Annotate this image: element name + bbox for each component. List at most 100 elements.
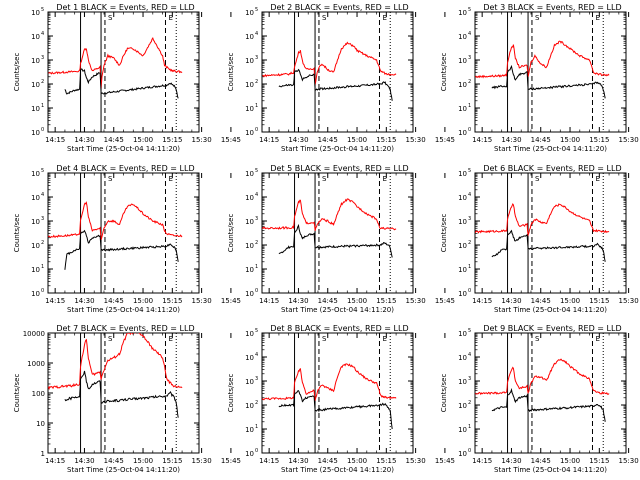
y-tick-label: 10000 bbox=[23, 330, 45, 338]
x-tick-label: 14:30 bbox=[74, 457, 94, 465]
y-axis-label: Counts/sec bbox=[13, 214, 21, 253]
x-tick-label: 15:15 bbox=[376, 136, 396, 144]
x-tick-label: 15:30 bbox=[406, 136, 426, 144]
y-tick-label: 10 bbox=[458, 450, 467, 458]
x-tick-label: 15:15 bbox=[376, 457, 396, 465]
x-tick-label: 14:30 bbox=[74, 297, 94, 305]
y-tick-exponent: 0 bbox=[468, 288, 471, 294]
y-tick-label: 10 bbox=[245, 105, 254, 113]
y-tick-exponent: 3 bbox=[255, 376, 258, 382]
y-tick-label: 10 bbox=[458, 218, 467, 226]
start-marker: S bbox=[108, 335, 113, 343]
x-tick-label: 14:15 bbox=[259, 136, 279, 144]
panel-title: Det 8 BLACK = Events, RED = LLD bbox=[270, 324, 408, 333]
detector-panel: Det 7 BLACK = Events, RED = LLD 1 10 100 100… bbox=[13, 324, 241, 474]
x-axis-label: Start Time (25-Oct-04 14:11:20) bbox=[281, 145, 394, 153]
y-tick-exponent: 2 bbox=[468, 79, 471, 85]
y-tick-label: 10 bbox=[245, 129, 254, 137]
panel-title: Det 3 BLACK = Events, RED = LLD bbox=[483, 3, 621, 12]
y-tick-label: 10 bbox=[245, 266, 254, 274]
y-axis-label: Counts/sec bbox=[13, 374, 21, 413]
start-marker: S bbox=[535, 335, 540, 343]
start-marker: S bbox=[322, 14, 327, 22]
y-tick-exponent: 1 bbox=[255, 103, 258, 109]
lld-series-line bbox=[48, 37, 183, 89]
end-marker: E bbox=[168, 335, 172, 343]
x-tick-label: 14:30 bbox=[501, 136, 521, 144]
y-tick-label: 10 bbox=[245, 450, 254, 458]
y-tick-exponent: 3 bbox=[468, 55, 471, 61]
y-tick-label: 10 bbox=[458, 170, 467, 178]
y-tick-label: 10 bbox=[31, 81, 40, 89]
panel-title: Det 1 BLACK = Events, RED = LLD bbox=[56, 3, 194, 12]
x-tick-label: 14:15 bbox=[45, 297, 65, 305]
x-axis-label: Start Time (25-Oct-04 14:11:20) bbox=[281, 306, 394, 314]
panel-title: Det 9 BLACK = Events, RED = LLD bbox=[483, 324, 621, 333]
y-tick-exponent: 2 bbox=[41, 79, 44, 85]
y-tick-label: 10 bbox=[458, 129, 467, 137]
y-tick-label: 10 bbox=[245, 194, 254, 202]
y-tick-exponent: 1 bbox=[468, 424, 471, 430]
y-axis-label: Counts/sec bbox=[227, 374, 235, 413]
lld-series-line bbox=[48, 333, 183, 391]
y-tick-exponent: 4 bbox=[468, 352, 471, 358]
y-tick-exponent: 2 bbox=[468, 240, 471, 246]
lld-series-line bbox=[475, 203, 610, 237]
y-tick-label: 10 bbox=[458, 378, 467, 386]
events-series-line bbox=[491, 387, 606, 422]
x-tick-label: 14:30 bbox=[288, 136, 308, 144]
y-tick-label: 10 bbox=[245, 33, 254, 41]
y-axis-label: Counts/sec bbox=[440, 214, 448, 253]
y-tick-exponent: 5 bbox=[255, 168, 258, 174]
x-tick-label: 15:30 bbox=[406, 457, 426, 465]
y-tick-label: 100 bbox=[32, 390, 45, 398]
x-axis-label: Start Time (25-Oct-04 14:11:20) bbox=[67, 145, 180, 153]
x-tick-label: 15:00 bbox=[347, 457, 367, 465]
y-tick-label: 10 bbox=[245, 290, 254, 298]
start-marker: S bbox=[535, 175, 540, 183]
y-axis-label: Counts/sec bbox=[440, 53, 448, 92]
y-tick-exponent: 3 bbox=[255, 216, 258, 222]
y-tick-label: 10 bbox=[458, 402, 467, 410]
x-tick-label: 14:45 bbox=[318, 136, 338, 144]
y-tick-exponent: 5 bbox=[255, 328, 258, 334]
y-tick-label: 10 bbox=[458, 426, 467, 434]
x-axis-label: Start Time (25-Oct-04 14:11:20) bbox=[494, 145, 607, 153]
y-tick-exponent: 1 bbox=[468, 103, 471, 109]
y-tick-exponent: 4 bbox=[468, 192, 471, 198]
y-axis-label: Counts/sec bbox=[440, 374, 448, 413]
x-tick-label: 15:00 bbox=[560, 457, 580, 465]
y-tick-exponent: 5 bbox=[468, 7, 471, 13]
y-tick-exponent: 4 bbox=[255, 192, 258, 198]
y-tick-label: 10 bbox=[245, 378, 254, 386]
x-tick-label: 15:30 bbox=[192, 136, 212, 144]
end-marker: E bbox=[168, 175, 172, 183]
y-tick-label: 10 bbox=[245, 242, 254, 250]
x-tick-label: 14:45 bbox=[531, 297, 551, 305]
x-tick-label: 14:30 bbox=[501, 297, 521, 305]
y-tick-label: 10 bbox=[458, 105, 467, 113]
x-tick-label: 14:45 bbox=[104, 297, 124, 305]
y-tick-label: 1000 bbox=[27, 360, 45, 368]
x-tick-label: 15:45 bbox=[221, 297, 241, 305]
x-tick-label: 15:45 bbox=[435, 297, 455, 305]
end-marker: E bbox=[595, 335, 599, 343]
y-tick-exponent: 0 bbox=[255, 288, 258, 294]
y-tick-label: 10 bbox=[31, 33, 40, 41]
x-tick-label: 15:15 bbox=[376, 297, 396, 305]
start-marker: S bbox=[322, 335, 327, 343]
y-tick-label: 10 bbox=[31, 170, 40, 178]
y-tick-exponent: 3 bbox=[41, 216, 44, 222]
end-marker: E bbox=[595, 175, 599, 183]
y-tick-label: 10 bbox=[458, 354, 467, 362]
x-tick-label: 15:00 bbox=[133, 297, 153, 305]
y-axis-label: Counts/sec bbox=[227, 53, 235, 92]
end-marker: E bbox=[595, 14, 599, 22]
x-tick-label: 15:45 bbox=[221, 136, 241, 144]
y-tick-label: 10 bbox=[245, 354, 254, 362]
x-tick-label: 14:15 bbox=[472, 297, 492, 305]
y-tick-label: 10 bbox=[458, 330, 467, 338]
